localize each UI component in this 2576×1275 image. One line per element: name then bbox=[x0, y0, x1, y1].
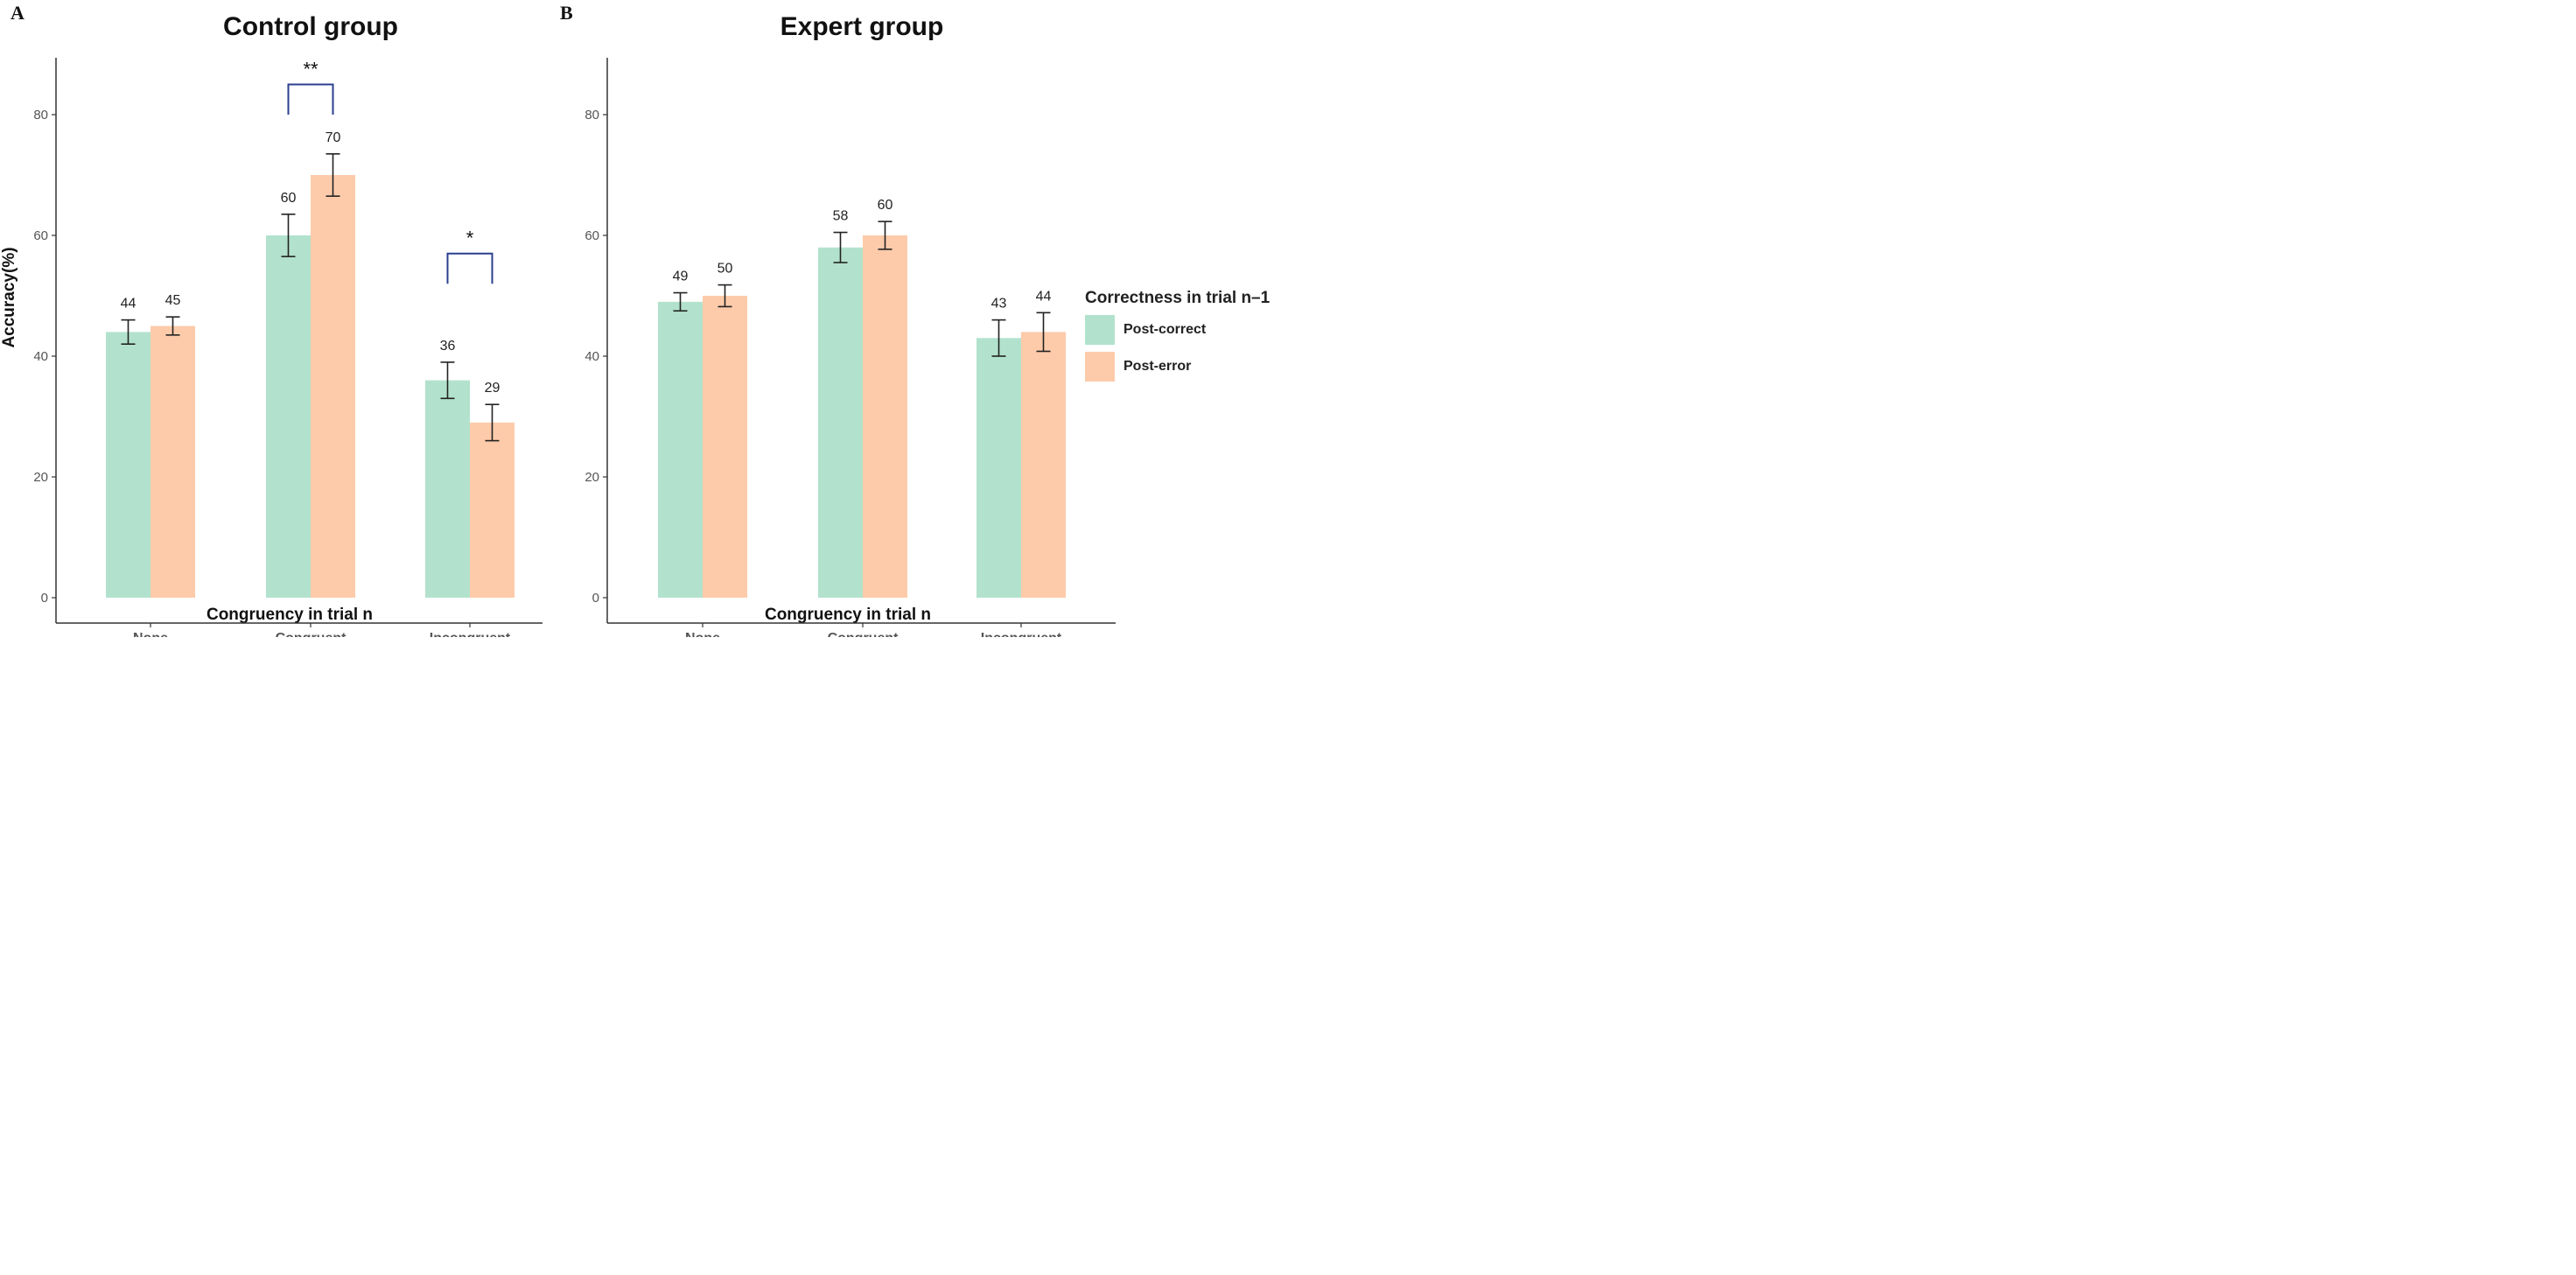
data-label-0-0-1: 45 bbox=[165, 293, 181, 308]
y-tick-label-0-40: 40 bbox=[33, 349, 48, 364]
y-tick-label-1-80: 80 bbox=[584, 108, 599, 123]
bar-1-1-0 bbox=[818, 247, 863, 598]
bar-0-2-0 bbox=[425, 380, 470, 598]
bar-0-0-1 bbox=[150, 326, 195, 598]
legend-item-post-error: Post-error bbox=[1085, 352, 1270, 382]
y-tick-label-1-60: 60 bbox=[584, 228, 599, 243]
x-tick-label-0-0: None bbox=[133, 631, 168, 637]
bar-0-0-0 bbox=[106, 332, 150, 598]
x-axis-title-control: Congruency in trial n bbox=[206, 606, 374, 624]
bar-1-0-1 bbox=[703, 296, 747, 598]
x-tick-label-0-2: Incongruent bbox=[430, 631, 511, 637]
data-label-0-2-1: 29 bbox=[485, 381, 500, 396]
bar-1-0-0 bbox=[658, 301, 703, 598]
chart-canvas: 0 20 40 60 80 None Congruent Incongruent 44 45 60 7… bbox=[33, 58, 1116, 637]
chart-title-control: Control group bbox=[223, 12, 398, 41]
bar-1-2-0 bbox=[976, 338, 1021, 598]
y-tick-label-0-20: 20 bbox=[33, 470, 48, 485]
bar-0-1-0 bbox=[266, 235, 311, 598]
y-tick-label-1-20: 20 bbox=[584, 470, 599, 485]
x-tick-label-1-0: None bbox=[685, 631, 720, 637]
x-tick-label-0-1: Congruent bbox=[276, 631, 347, 637]
x-axis-title-expert: Congruency in trial n bbox=[764, 606, 932, 624]
legend-label-post-correct: Post-correct bbox=[1124, 322, 1207, 337]
bar-0-2-1 bbox=[470, 422, 514, 598]
data-label-1-0-0: 49 bbox=[673, 270, 689, 284]
bar-0-1-1 bbox=[311, 175, 355, 598]
legend-label-post-error: Post-error bbox=[1124, 359, 1192, 374]
legend: Correctness in trial n–1 Post-correct Po… bbox=[1085, 289, 1270, 382]
figure: A Control group Accuracy(%) Congruency i… bbox=[0, 0, 1288, 637]
data-label-1-1-1: 60 bbox=[878, 198, 893, 213]
data-label-1-1-0: 58 bbox=[833, 209, 849, 224]
panel-letter-b: B bbox=[560, 2, 573, 24]
y-tick-label-0-60: 60 bbox=[33, 228, 48, 243]
y-tick-label-1-0: 0 bbox=[592, 591, 599, 606]
significance-bracket-0-0 bbox=[287, 83, 334, 115]
legend-key-post-error bbox=[1085, 352, 1115, 382]
legend-item-post-correct: Post-correct bbox=[1085, 315, 1270, 345]
data-label-0-2-0: 36 bbox=[440, 339, 456, 354]
data-label-0-1-1: 70 bbox=[326, 130, 341, 145]
data-label-0-0-0: 44 bbox=[121, 297, 136, 312]
significance-label-0-0: ** bbox=[303, 59, 318, 81]
legend-title: Correctness in trial n–1 bbox=[1085, 289, 1270, 307]
y-tick-label-1-40: 40 bbox=[584, 349, 599, 364]
legend-key-post-correct bbox=[1085, 315, 1115, 345]
chart-title-expert: Expert group bbox=[780, 12, 944, 41]
y-tick-label-0-80: 80 bbox=[33, 108, 48, 123]
data-label-1-0-1: 50 bbox=[718, 262, 733, 277]
data-label-1-2-0: 43 bbox=[991, 297, 1007, 312]
bar-1-2-1 bbox=[1021, 332, 1066, 598]
significance-bracket-0-1 bbox=[446, 252, 494, 284]
x-tick-label-1-1: Congruent bbox=[828, 631, 900, 637]
y-tick-label-0-0: 0 bbox=[41, 591, 48, 606]
data-label-1-2-1: 44 bbox=[1036, 289, 1052, 304]
data-label-0-1-0: 60 bbox=[281, 191, 297, 206]
x-tick-label-1-2: Incongruent bbox=[981, 631, 1062, 637]
panel-letter-a: A bbox=[10, 2, 24, 24]
significance-label-0-1: * bbox=[466, 228, 474, 249]
bar-1-1-1 bbox=[863, 235, 907, 598]
